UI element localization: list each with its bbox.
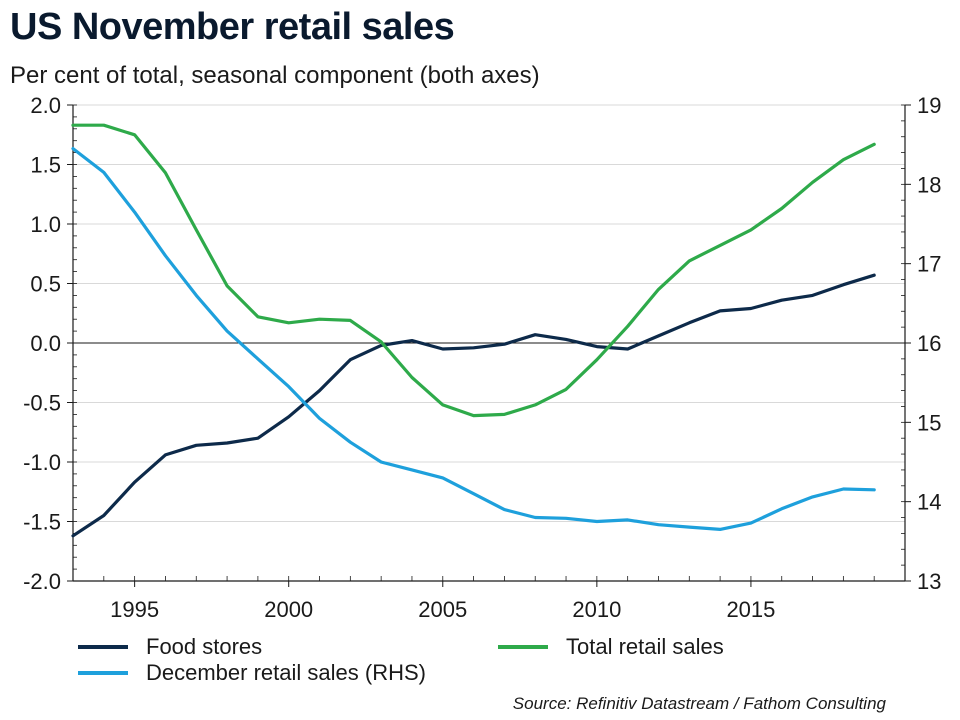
- chart-subtitle: Per cent of total, seasonal component (b…: [10, 62, 540, 89]
- left-tick-label: 1.0: [30, 212, 61, 237]
- x-tick-label: 2005: [418, 597, 467, 622]
- gridlines: [73, 104, 905, 582]
- x-tick-label: 2010: [572, 597, 621, 622]
- series-layer: [71, 123, 876, 538]
- chart-title: US November retail sales: [10, 6, 455, 48]
- left-tick-label: 0.5: [30, 272, 61, 297]
- right-tick-label: 19: [917, 93, 941, 118]
- left-tick-label: 0.0: [30, 331, 61, 356]
- source-note: Source: Refinitiv Datastream / Fathom Co…: [512, 694, 886, 713]
- series-line-total-retail-sales: [71, 123, 876, 418]
- left-tick-label: -1.5: [23, 510, 61, 535]
- left-tick-label: -1.0: [23, 450, 61, 475]
- chart-axes: -2.0 -1.5 -1.0 -0.5 0.0 0.5 1.0 1.5 2.0 13 14 15 16 1…: [23, 93, 941, 622]
- left-tick-label: 2.0: [30, 93, 61, 118]
- series-line-food-stores: [71, 273, 876, 538]
- x-tick-label: 2015: [726, 597, 775, 622]
- left-tick-label: -0.5: [23, 391, 61, 416]
- left-tick-label: -2.0: [23, 569, 61, 594]
- right-tick-label: 17: [917, 252, 941, 277]
- left-tick-label: 1.5: [30, 153, 61, 178]
- right-tick-label: 16: [917, 331, 941, 356]
- right-tick-label: 15: [917, 410, 941, 435]
- x-tick-label: 2000: [264, 597, 313, 622]
- right-tick-label: 14: [917, 490, 941, 515]
- series-line-december-retail-sales-rhs: [71, 147, 876, 532]
- right-tick-label: 13: [917, 569, 941, 594]
- x-tick-label: 1995: [110, 597, 159, 622]
- right-tick-label: 18: [917, 172, 941, 197]
